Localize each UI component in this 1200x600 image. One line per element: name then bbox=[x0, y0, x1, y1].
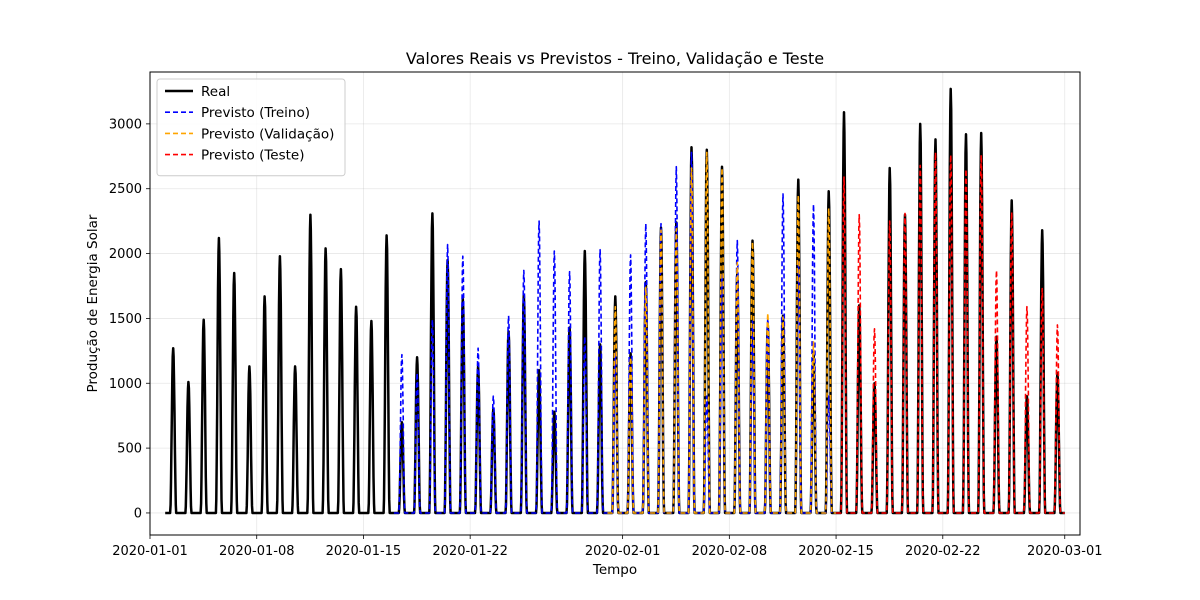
y-tick-label: 3000 bbox=[109, 117, 142, 132]
series-line-0 bbox=[165, 87, 1065, 515]
x-tick-label: 2020-01-08 bbox=[219, 544, 295, 559]
x-tick-label: 2020-02-15 bbox=[798, 544, 874, 559]
y-tick-label: 2500 bbox=[109, 182, 142, 197]
y-tick-label: 500 bbox=[117, 442, 142, 457]
x-tick-label: 2020-01-15 bbox=[326, 544, 402, 559]
y-tick-label: 1500 bbox=[109, 312, 142, 327]
chart-title: Valores Reais vs Previstos - Treino, Val… bbox=[406, 49, 824, 68]
legend-label: Real bbox=[201, 84, 230, 100]
legend-label: Previsto (Validação) bbox=[201, 126, 334, 142]
plot-frame bbox=[149, 71, 1081, 536]
series-line-1 bbox=[393, 151, 837, 514]
x-tick-label: 2020-02-08 bbox=[692, 544, 768, 559]
axes: 0 500 1000 1500 2000 2500 3000 2020-01-01 2020-0… bbox=[109, 117, 1103, 559]
y-tick-label: 2000 bbox=[109, 247, 142, 262]
x-tick-label: 2020-02-22 bbox=[905, 544, 981, 559]
x-tick-label: 2020-03-01 bbox=[1027, 544, 1103, 559]
y-axis-title: Produção de Energia Solar bbox=[85, 214, 101, 392]
x-tick-label: 2020-02-01 bbox=[585, 544, 661, 559]
y-tick-label: 0 bbox=[134, 506, 142, 521]
series-line-3 bbox=[836, 151, 1065, 514]
legend-label: Previsto (Teste) bbox=[201, 148, 305, 164]
x-tick-label: 2020-01-22 bbox=[432, 544, 508, 559]
legend: Real Previsto (Treino) Previsto (Validação… bbox=[156, 78, 346, 177]
y-tick-label: 1000 bbox=[109, 377, 142, 392]
x-tick-label: 2020-01-01 bbox=[112, 544, 188, 559]
plot-area bbox=[165, 87, 1065, 515]
series-line-2 bbox=[607, 151, 837, 514]
legend-label: Previsto (Treino) bbox=[201, 105, 310, 121]
x-axis-title: Tempo bbox=[592, 562, 637, 578]
legend-box bbox=[156, 78, 346, 177]
